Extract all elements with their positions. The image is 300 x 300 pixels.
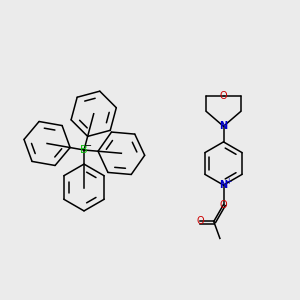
- Text: N: N: [219, 121, 228, 131]
- Text: B: B: [80, 145, 88, 155]
- Text: +: +: [225, 177, 232, 186]
- Text: O: O: [220, 91, 227, 101]
- Text: O: O: [220, 200, 227, 210]
- Text: O: O: [196, 217, 204, 226]
- Text: N: N: [219, 180, 228, 190]
- Text: −: −: [84, 140, 93, 151]
